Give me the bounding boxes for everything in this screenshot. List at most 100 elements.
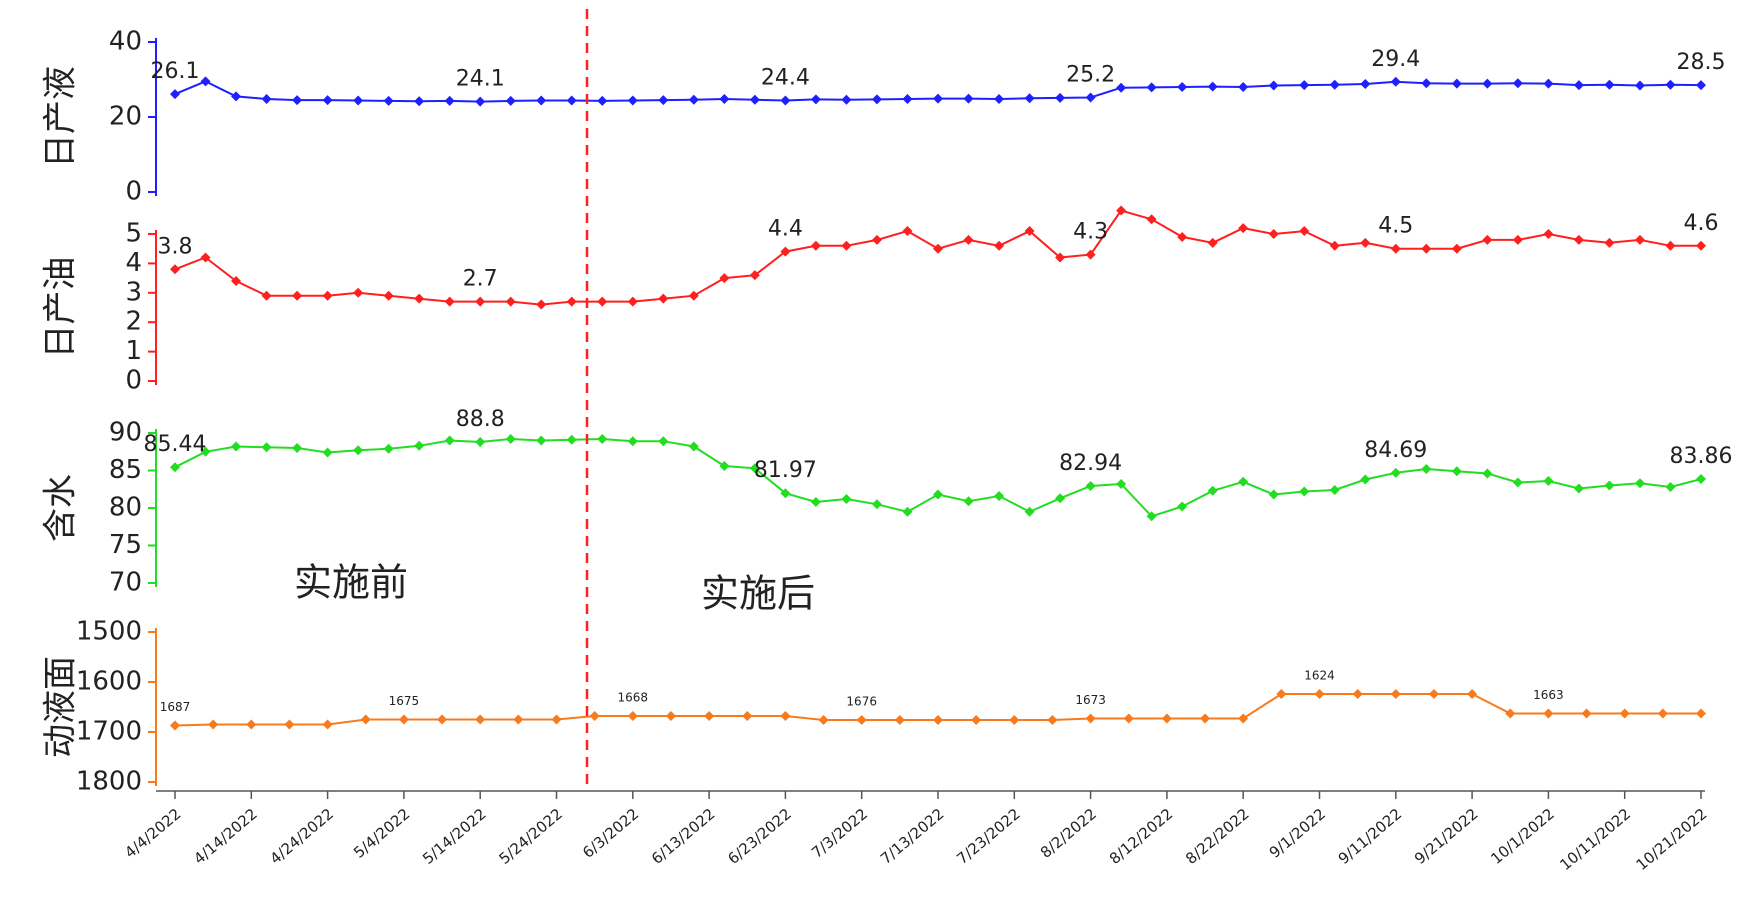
x-tick-label: 10/1/2022 xyxy=(1487,805,1557,868)
marker xyxy=(475,714,486,725)
marker xyxy=(1482,78,1493,89)
marker xyxy=(1238,223,1249,234)
marker xyxy=(322,447,333,458)
marker xyxy=(414,96,425,107)
data-label: 84.69 xyxy=(1364,438,1427,463)
marker xyxy=(971,715,982,725)
marker xyxy=(1360,474,1371,485)
marker xyxy=(1146,82,1157,93)
marker xyxy=(170,89,180,100)
marker xyxy=(505,296,516,307)
marker xyxy=(627,711,638,721)
y-tick-label: 0 xyxy=(125,366,142,396)
marker xyxy=(475,96,486,107)
data-label: 81.97 xyxy=(754,458,817,483)
marker xyxy=(414,440,425,451)
marker xyxy=(1116,82,1127,93)
marker xyxy=(1696,474,1706,485)
marker xyxy=(1276,689,1287,699)
x-tick-label: 8/2/2022 xyxy=(1037,805,1100,862)
annotation: 实施后 xyxy=(701,572,815,616)
marker xyxy=(1696,708,1706,719)
marker xyxy=(353,287,364,298)
y-tick-label: 4 xyxy=(125,248,142,278)
marker xyxy=(1543,708,1554,719)
y-tick-label: 1 xyxy=(125,336,142,366)
marker xyxy=(1451,78,1462,89)
marker xyxy=(1390,243,1401,254)
marker xyxy=(383,95,394,106)
data-label: 4.4 xyxy=(768,217,803,242)
marker xyxy=(1360,79,1371,89)
data-label: 1668 xyxy=(618,691,649,705)
data-label: 1687 xyxy=(160,700,191,714)
x-tick-label: 9/11/2022 xyxy=(1335,805,1405,868)
y-tick-label: 2 xyxy=(125,307,142,337)
x-tick-label: 6/23/2022 xyxy=(724,805,794,868)
y-axis-label: 动液面 xyxy=(41,656,81,758)
marker xyxy=(1268,80,1279,91)
marker xyxy=(589,711,600,721)
marker xyxy=(933,93,943,104)
marker xyxy=(780,711,791,721)
marker xyxy=(1085,480,1096,491)
y-tick-label: 1700 xyxy=(76,717,142,747)
marker xyxy=(994,94,1005,104)
x-tick-label: 7/3/2022 xyxy=(808,805,871,862)
data-label: 3.8 xyxy=(158,234,193,259)
x-tick-label: 8/22/2022 xyxy=(1182,805,1252,868)
marker xyxy=(475,296,486,307)
marker xyxy=(742,711,753,721)
y-tick-label: 20 xyxy=(109,102,142,132)
y-tick-label: 70 xyxy=(109,568,142,598)
marker xyxy=(1543,78,1554,89)
marker xyxy=(856,715,867,725)
y-tick-label: 3 xyxy=(125,277,142,307)
marker xyxy=(1207,237,1218,248)
marker xyxy=(1024,226,1035,237)
marker xyxy=(810,240,821,251)
y-tick-label: 1500 xyxy=(76,617,142,647)
data-label: 24.4 xyxy=(761,66,810,91)
marker xyxy=(1161,713,1172,724)
marker xyxy=(780,246,791,257)
y-tick-label: 1800 xyxy=(76,767,142,797)
marker xyxy=(1047,715,1058,725)
marker xyxy=(200,446,211,457)
marker xyxy=(231,276,242,287)
marker xyxy=(170,264,180,275)
marker xyxy=(933,715,943,725)
marker xyxy=(536,95,547,106)
marker xyxy=(1634,478,1645,489)
data-label: 24.1 xyxy=(456,67,505,92)
marker xyxy=(1200,713,1211,724)
marker xyxy=(1085,92,1096,103)
x-tick-label: 9/1/2022 xyxy=(1266,805,1329,862)
marker xyxy=(780,95,791,106)
marker xyxy=(1314,689,1325,699)
marker xyxy=(1604,237,1615,248)
marker xyxy=(1146,214,1157,225)
marker xyxy=(1055,493,1066,504)
marker xyxy=(1482,234,1493,245)
marker xyxy=(1268,229,1279,239)
x-tick-label: 7/23/2022 xyxy=(953,805,1023,868)
marker xyxy=(566,296,577,307)
marker xyxy=(231,441,242,452)
data-label: 2.7 xyxy=(463,267,498,292)
marker xyxy=(1421,78,1432,89)
marker xyxy=(749,463,760,474)
data-label: 83.86 xyxy=(1670,444,1733,469)
data-label: 82.94 xyxy=(1059,451,1122,476)
marker xyxy=(1085,713,1096,724)
marker xyxy=(1116,205,1127,216)
marker xyxy=(1055,92,1066,103)
x-tick-label: 10/11/2022 xyxy=(1556,805,1634,874)
x-tick-label: 4/24/2022 xyxy=(267,805,337,868)
marker xyxy=(505,95,516,106)
marker xyxy=(1009,715,1020,725)
y-tick-label: 0 xyxy=(125,177,142,207)
marker xyxy=(902,506,913,517)
marker xyxy=(627,436,638,447)
marker xyxy=(597,95,608,106)
